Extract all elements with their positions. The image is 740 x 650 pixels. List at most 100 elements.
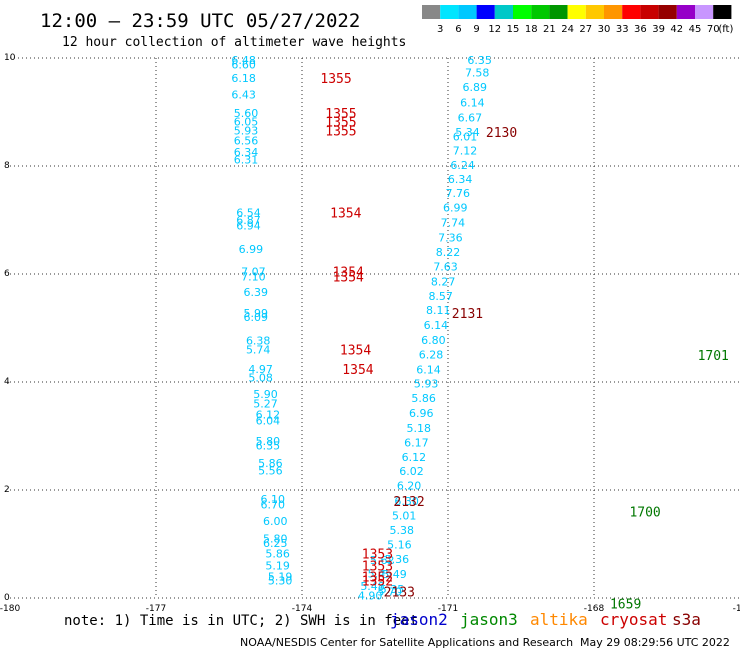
wave-height-point: 6.54 [236,206,261,219]
colorbar-label: 18 [525,24,538,35]
wave-height-point: 5.30 [268,575,293,588]
pass-time-label: 2130 [486,126,517,141]
pass-time-label: 1353 [362,548,393,563]
colorbar-swatch [458,5,477,19]
wave-height-point: 4.97 [248,363,273,376]
colorbar-swatch [658,5,677,19]
y-tick-label: 6 [4,269,10,279]
colorbar-label: 27 [579,24,592,35]
wave-height-point: 6.99 [239,243,264,256]
wave-height-point: 5.38 [390,524,415,537]
chart-title: 12:00 – 23:59 UTC 05/27/2022 [40,10,360,32]
pass-time-label: 2131 [452,307,483,322]
footer-note: note: 1) Time is in UTC; 2) SWH is in fe… [64,613,418,629]
timestamp-text: May 29 08:29:56 UTC 2022 [580,636,730,649]
colorbar-swatch [476,5,495,19]
wave-height-point: 7.58 [465,67,490,80]
y-tick-label: 10 [4,53,16,63]
wave-height-point: 7.36 [438,231,463,244]
pass-time-label: 1354 [333,271,364,286]
wave-height-point: 6.94 [236,219,261,232]
wave-height-point: 5.93 [414,378,439,391]
colorbar-label: 21 [543,24,556,35]
colorbar-unit: (ft) [718,24,733,35]
wave-height-point: 6.01 [453,130,478,143]
wave-height-point: 5.90 [253,388,278,401]
wave-height-point: 5.86 [258,457,283,470]
wave-height-point: 7.07 [241,265,266,278]
x-tick-label: -168 [584,604,605,614]
colorbar-swatch [531,5,550,19]
pass-time-label: 2133 [384,586,415,601]
wave-height-point: 4.90 [358,589,383,602]
colorbar-swatch [604,5,623,19]
colorbar-swatch [640,5,659,19]
wave-height-point: 6.02 [399,465,424,478]
wave-height-point: 6.14 [416,364,441,377]
y-tick-label: 4 [4,377,10,387]
wave-height-point: 6.24 [450,159,475,172]
colorbar-swatch [585,5,604,19]
wave-height-point: 5.34 [455,126,480,139]
colorbar: 3 6 9 12 15 18 21 24 27 30 33 36 39 42 45 70(ft) [422,5,733,35]
colorbar-label: 39 [652,24,665,35]
wave-height-point: 5.16 [387,539,412,552]
wave-height-point: 6.96 [409,407,434,420]
legend-jason2: jason2 [390,610,448,629]
wave-height-point: 6.04 [256,414,281,427]
y-tick-label: 2 [4,485,10,495]
chart-subtitle: 12 hour collection of altimeter wave hei… [62,35,406,50]
wave-height-point: 6.34 [448,173,473,186]
pass-time-label: 1355 [325,107,356,122]
wave-height-point: 6.00 [263,515,288,528]
colorbar-label: 33 [616,24,629,35]
axes: -180 -177 -174 -171 -168 -16 0 2 4 6 8 10 [0,53,740,614]
colorbar-swatch [695,5,714,19]
pass-time-label: 1352 [362,570,393,585]
wave-height-point: 6.05 [234,116,259,129]
wave-height-point: 5.27 [253,398,278,411]
wave-height-point: 6.67 [458,111,483,124]
y-tick-label: 8 [4,161,10,171]
wave-height-point: 5.93 [234,124,259,137]
wave-height-point: 6.20 [397,480,422,493]
wave-height-point: 6.18 [231,72,256,85]
colorbar-label: 24 [561,24,574,35]
wave-height-point: 6.60 [231,58,256,71]
wave-height-point: 5.60 [234,107,259,120]
wave-height-point: 5.19 [265,560,290,573]
wave-height-point: 5.74 [246,344,271,357]
pass-time-label: 1352 [362,575,393,590]
wave-height-point: 6.09 [244,311,269,324]
wave-height-point: 8.22 [436,246,461,259]
x-tick-label: -171 [438,604,458,614]
pass-time-label: 1659 [610,597,641,612]
x-tick-label: -180 [0,604,20,614]
wave-height-point: 5.70 [377,586,402,599]
colorbar-swatch [422,5,441,19]
wave-height-point: 7.63 [433,260,458,273]
wave-height-point: 6.17 [404,436,429,449]
wave-height-point: 7.76 [445,187,470,200]
pass-time-label: 1354 [330,206,361,221]
legend-s3a: s3a [672,610,701,629]
pass-time-label: 1355 [325,124,356,139]
wave-height-point: 6.14 [424,319,449,332]
wave-height-point: 5.45 [368,568,393,581]
colorbar-swatch [494,5,513,19]
colorbar-swatch [567,5,586,19]
wave-height-point: 5.80 [256,435,281,448]
satellite-legend: jason2 jason3 altika cryosat s3a [390,610,701,629]
colorbar-label: 12 [488,24,501,35]
wave-height-point: 5.08 [248,372,273,385]
wave-height-point: 5.18 [407,422,432,435]
wave-height-point: 8.57 [428,290,453,303]
colorbar-label: 45 [689,24,702,35]
wave-height-point: 6.25 [263,537,288,550]
colorbar-swatch [713,5,732,19]
wave-height-point: 6.35 [256,440,281,453]
colorbar-swatch [549,5,568,19]
wave-height-point: 6.12 [256,408,281,421]
wave-height-point: 7.10 [241,271,266,284]
